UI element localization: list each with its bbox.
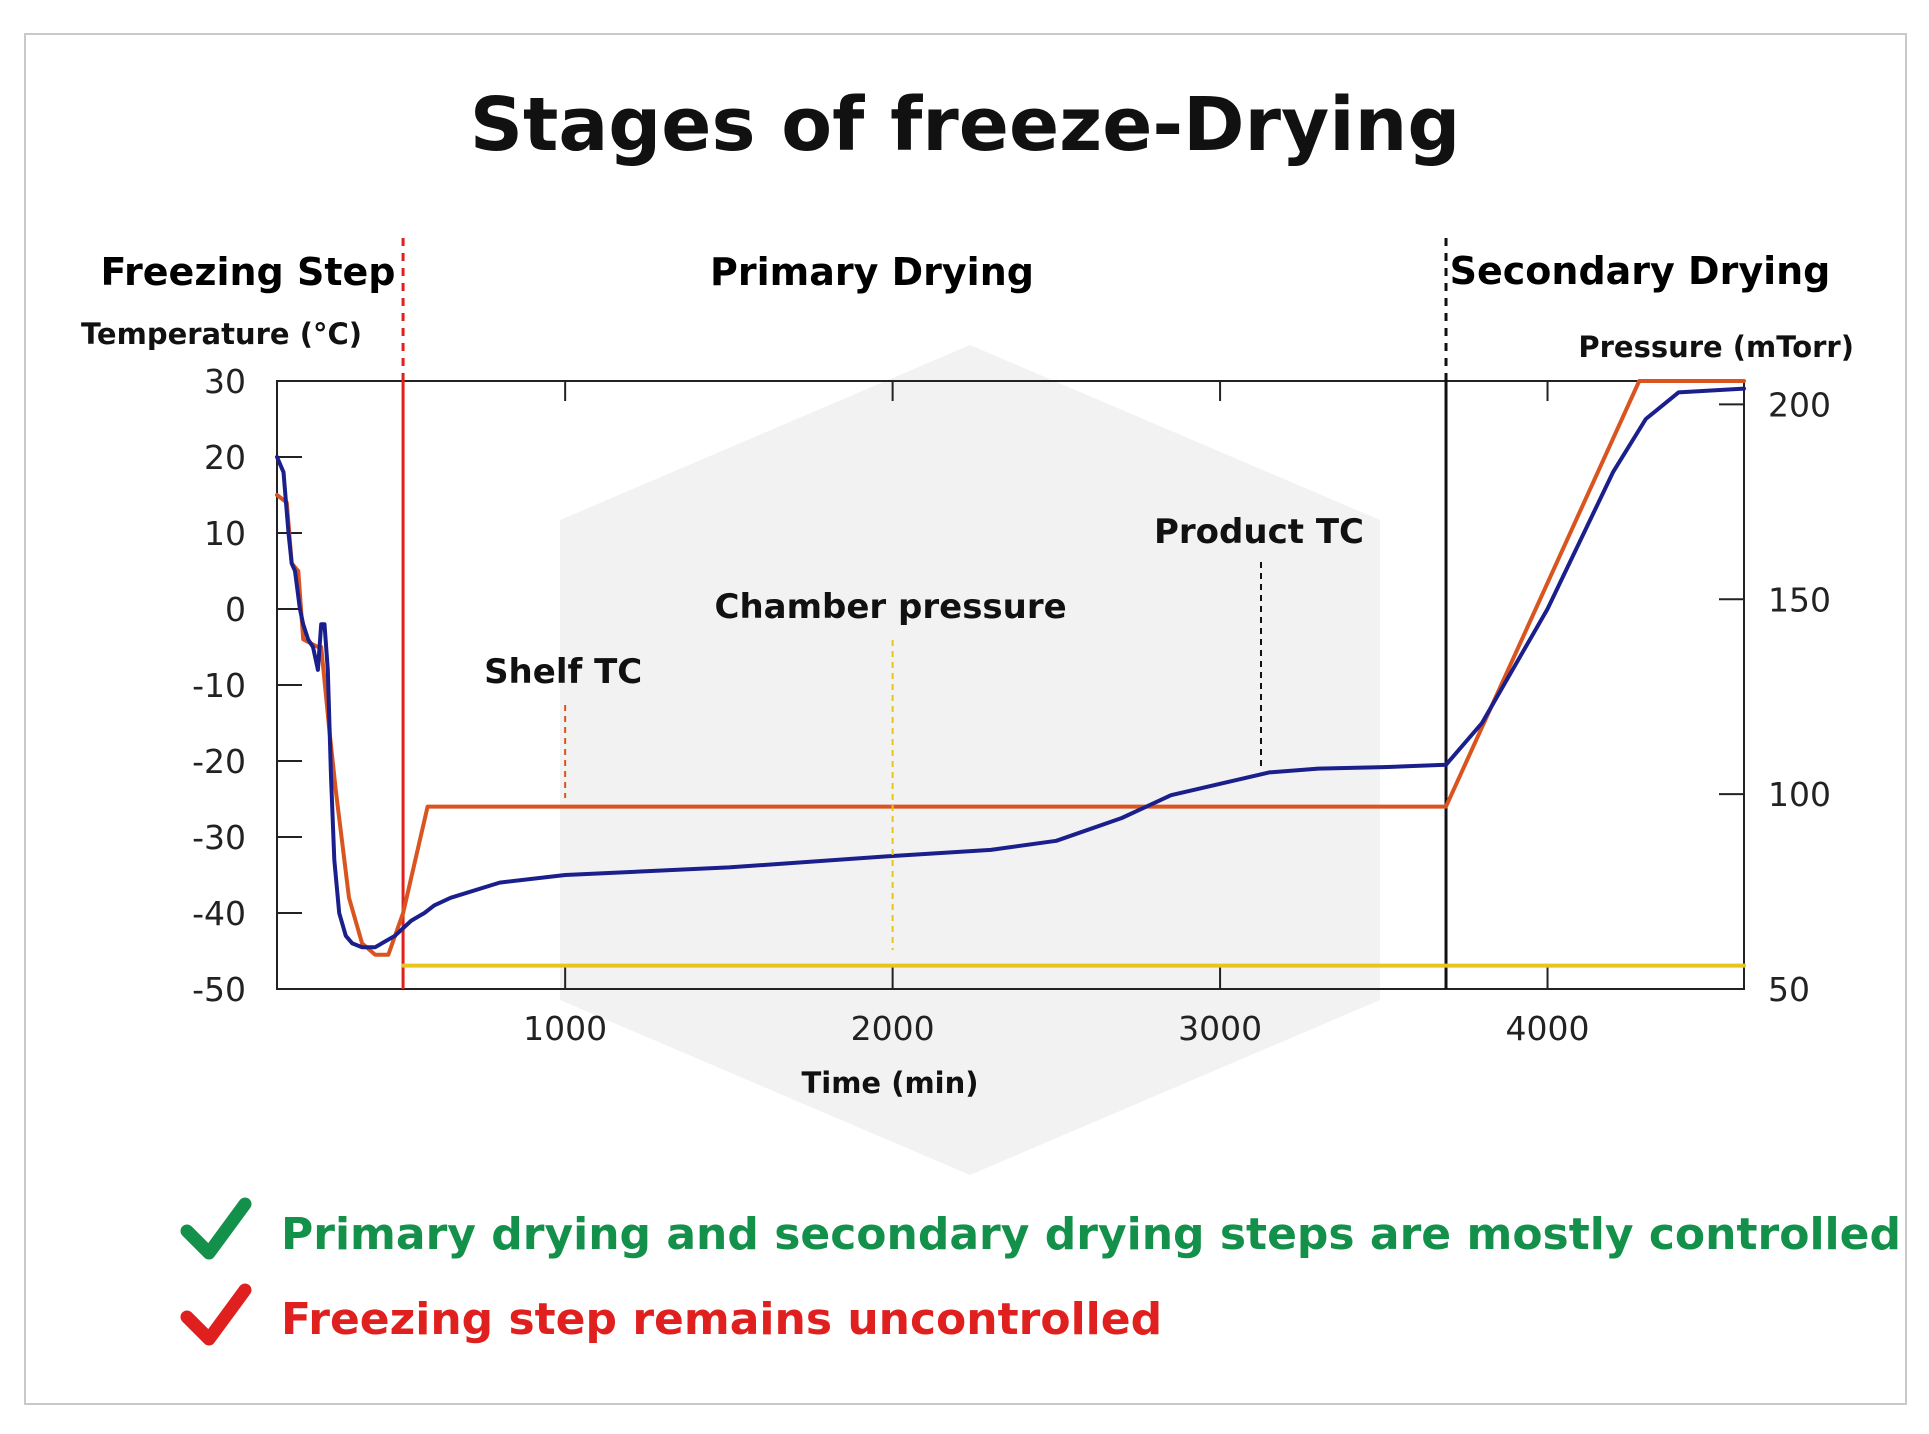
x-tick-label: 1000 [523,1009,607,1048]
series-shelf-tc [275,379,1746,957]
y-tick-label: 10 [204,514,246,553]
phase-label-freezing: Freezing Step [101,250,396,294]
annotation-label: Chamber pressure [715,587,1067,627]
watermark [560,345,1380,1175]
slide-frame [24,33,1907,1405]
y-tick-label: 30 [204,362,246,401]
phase-label-secondary: Secondary Drying [1450,249,1831,293]
y-tick-label: -30 [192,818,246,857]
y-tick-label: -10 [192,666,246,705]
phase-label-primary: Primary Drying [710,250,1034,294]
x-tick-label: 4000 [1506,1009,1590,1048]
green-check-icon [180,1197,252,1260]
x-axis-title: Time (min) [801,1066,978,1100]
y-tick-label: 20 [204,438,246,477]
y-tick-label: 0 [225,590,246,629]
y-tick-label: -40 [192,894,246,933]
y2-tick-label: 50 [1768,970,1810,1009]
series [275,379,1746,968]
y2-tick-label: 100 [1768,775,1831,814]
chart-title: Stages of freeze-Drying [470,82,1461,168]
y2-axis-title: Pressure (mTorr) [1578,330,1854,364]
annotations: Shelf TC Chamber pressure Product TC [484,512,1364,950]
note-uncontrolled: Freezing step remains uncontrolled [281,1294,1162,1345]
annotation-label: Shelf TC [484,652,642,692]
y2-tick-label: 150 [1768,580,1831,619]
ticks: 1000 2000 3000 40003020100-10-20-30-40-5020… [192,362,1831,1048]
x-tick-label: 3000 [1178,1009,1262,1048]
note-controlled: Primary drying and secondary drying step… [281,1209,1901,1260]
y2-tick-label: 200 [1768,385,1831,424]
red-check-icon [180,1283,252,1346]
y-axis-title: Temperature (°C) [81,317,362,351]
y-tick-label: -50 [192,970,246,1009]
series-product-tc [275,386,1746,950]
annotation-label: Product TC [1154,512,1364,552]
y-tick-label: -20 [192,742,246,781]
phase-boundaries [401,238,1448,989]
x-tick-label: 2000 [851,1009,935,1048]
